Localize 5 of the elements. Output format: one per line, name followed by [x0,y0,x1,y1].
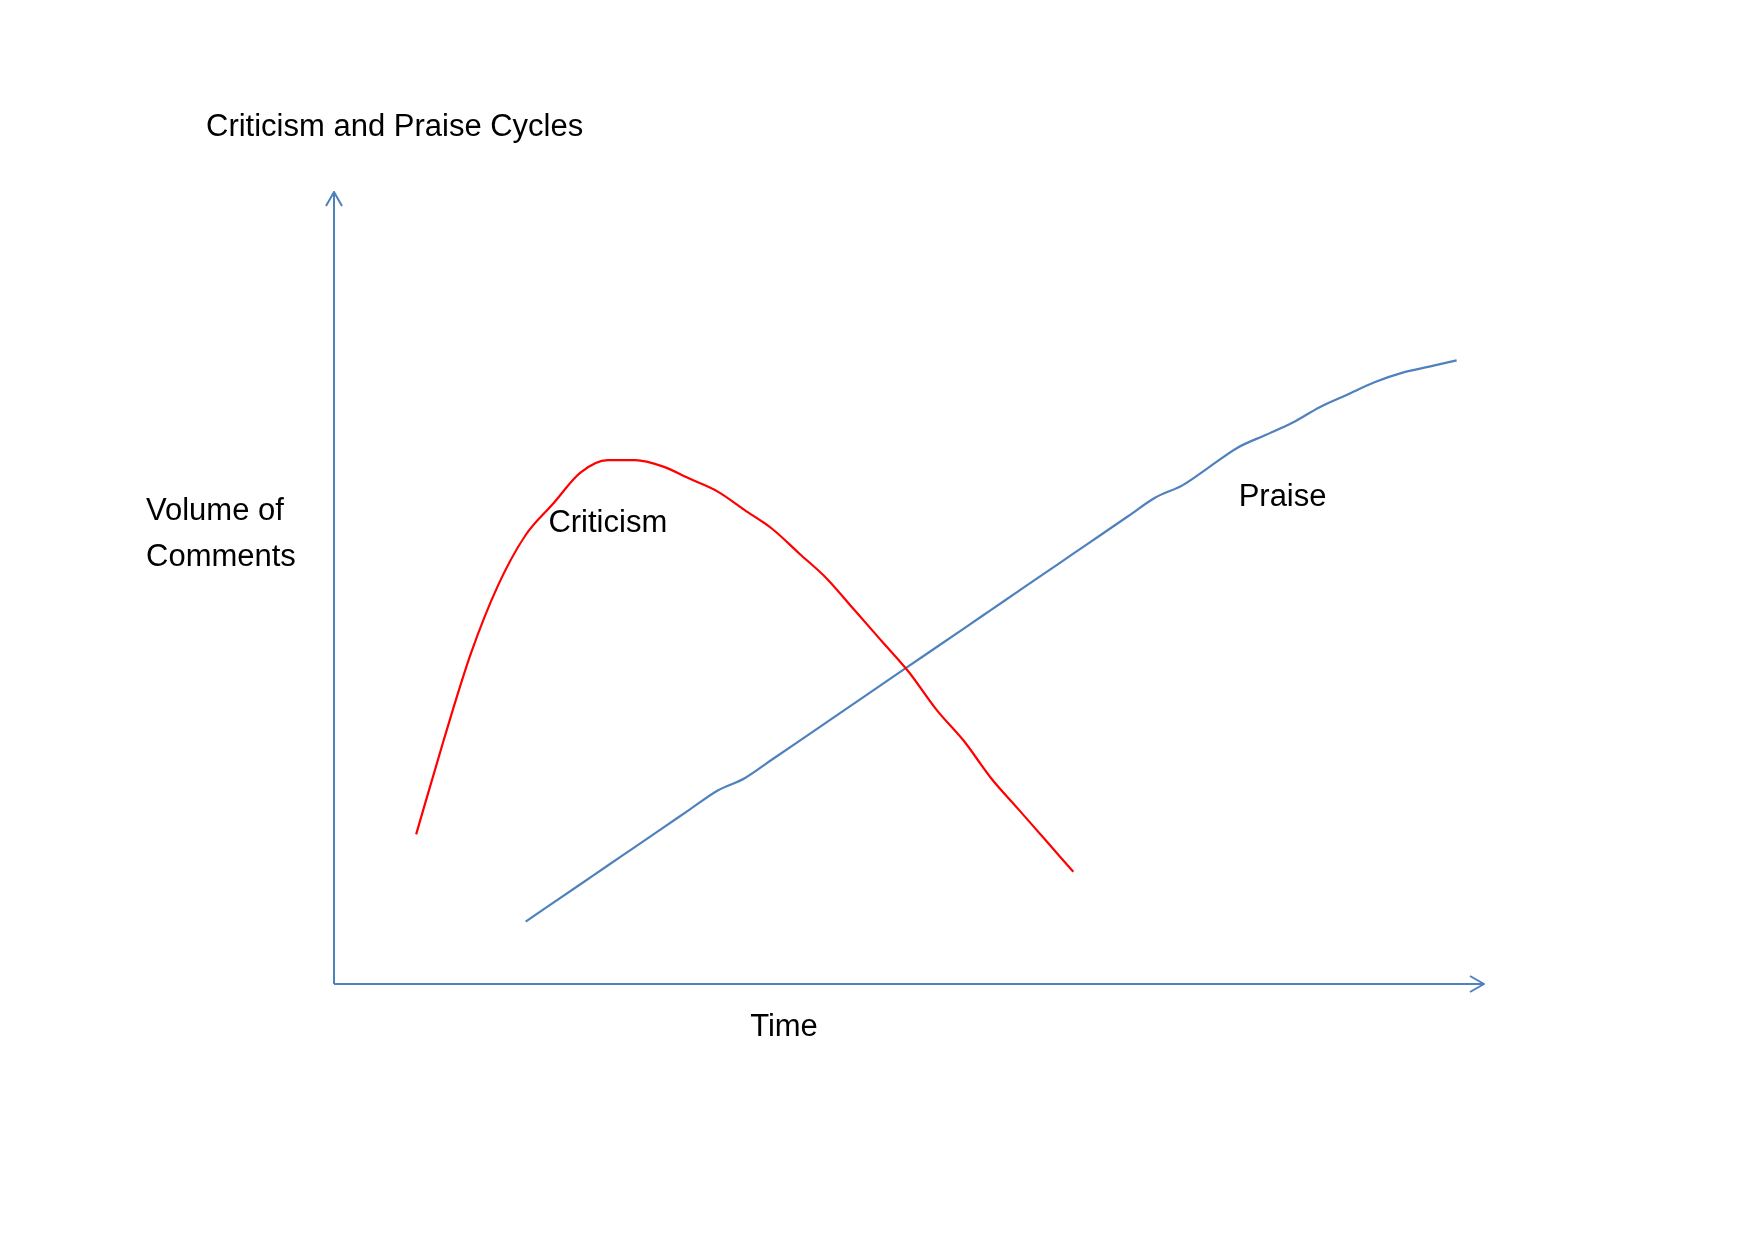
series-label: Criticism [548,503,668,539]
x-axis-title: Time [750,1007,818,1043]
chart-title: Criticism and Praise Cycles [206,107,584,143]
y-axis-title: Volume of Comments [146,491,296,573]
series-label: Praise [1238,478,1327,514]
